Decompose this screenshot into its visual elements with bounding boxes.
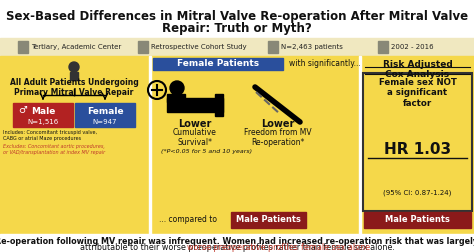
Text: Retrospective Cohort Study: Retrospective Cohort Study [151, 44, 246, 50]
Text: Freedom from MV
Re-operation*: Freedom from MV Re-operation* [244, 128, 312, 147]
Text: Re-operation following MV repair was infrequent. Women had increased re-operatio: Re-operation following MV repair was inf… [0, 237, 474, 246]
Text: with significantly...: with significantly... [289, 59, 361, 69]
Text: All Adult Patients Undergoing
Primary Mitral Valve Repair: All Adult Patients Undergoing Primary Mi… [9, 78, 138, 98]
Text: attributable to their worse preoperative profiles rather than female sex alone.: attributable to their worse preoperative… [80, 243, 394, 252]
Bar [231, 212, 306, 228]
FancyBboxPatch shape [363, 73, 472, 211]
Bar [0, 234, 474, 252]
Bar [153, 58, 283, 70]
Text: Risk Adjusted
Cox Analysis: Risk Adjusted Cox Analysis [383, 60, 452, 79]
Text: Female: Female [87, 108, 123, 116]
Text: Cumulative
Survival*: Cumulative Survival* [173, 128, 217, 147]
Text: (95% CI: 0.87-1.24): (95% CI: 0.87-1.24) [383, 190, 452, 196]
Bar [75, 103, 135, 127]
Text: ♂: ♂ [18, 105, 27, 115]
Text: Tertiary, Academic Center: Tertiary, Academic Center [31, 44, 121, 50]
Circle shape [170, 81, 184, 95]
Text: Male Patients: Male Patients [236, 215, 301, 225]
Bar [215, 94, 223, 116]
Text: worse preoperative profiles: worse preoperative profiles [187, 243, 298, 252]
Bar [0, 56, 474, 234]
Bar [138, 41, 148, 53]
Bar [364, 212, 471, 228]
Text: Includes: Concomitant tricuspid valve,
CABG or atrial Maze procedures: Includes: Concomitant tricuspid valve, C… [3, 130, 97, 141]
Text: Excludes: Concomitant aortic procedures,
or VAD/transplantation at index MV repa: Excludes: Concomitant aortic procedures,… [3, 144, 105, 155]
Bar [13, 103, 73, 127]
Bar [18, 41, 28, 53]
Text: Repair: Truth or Myth?: Repair: Truth or Myth? [162, 22, 312, 35]
Text: HR 1.03: HR 1.03 [384, 142, 451, 158]
Bar [0, 38, 474, 56]
FancyArrow shape [70, 72, 78, 80]
Text: N=1,516: N=1,516 [27, 119, 59, 125]
Bar [167, 94, 185, 102]
Text: N=2,463 patients: N=2,463 patients [281, 44, 343, 50]
Bar [149, 56, 151, 234]
Text: Lower: Lower [261, 119, 295, 129]
Bar [268, 41, 278, 53]
Bar [167, 98, 223, 112]
Circle shape [69, 62, 79, 72]
Text: Female sex NOT
a significant
factor: Female sex NOT a significant factor [379, 78, 456, 108]
Text: 2002 - 2016: 2002 - 2016 [391, 44, 434, 50]
Text: female sex alone: female sex alone [301, 243, 370, 252]
Text: Male Patients: Male Patients [385, 215, 450, 225]
Text: Female Patients: Female Patients [177, 59, 259, 69]
Text: Male: Male [31, 108, 55, 116]
Text: (*P<0.05 for 5 and 10 years): (*P<0.05 for 5 and 10 years) [161, 149, 252, 154]
Text: ... compared to: ... compared to [159, 215, 217, 225]
Text: Lower: Lower [178, 119, 212, 129]
Text: Sex-Based Differences in Mitral Valve Re-operation After Mitral Valve: Sex-Based Differences in Mitral Valve Re… [6, 10, 468, 23]
Bar [378, 41, 388, 53]
Bar [359, 56, 361, 234]
Text: N=947: N=947 [93, 119, 117, 125]
